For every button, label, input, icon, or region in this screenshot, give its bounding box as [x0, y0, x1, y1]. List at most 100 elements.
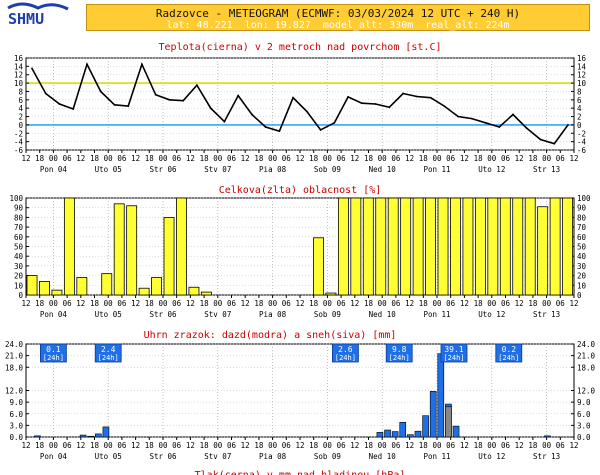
logo-wave-icon	[7, 2, 69, 11]
temperature-title: Teplota(cierna) v 2 metroch nad povrchom…	[159, 42, 442, 53]
cloud-bar	[362, 197, 374, 296]
cloud-hour-label: 00	[268, 299, 278, 308]
cloud-hour-label: 00	[432, 299, 442, 308]
real-altitude: real_alt: 224m	[425, 20, 510, 31]
cloud-hour-label: 12	[76, 299, 85, 308]
rain-bar	[452, 425, 460, 438]
temperature-point	[58, 103, 61, 105]
temperature-point	[292, 96, 295, 99]
temp-hour-label: 00	[378, 154, 388, 163]
cloud-day-label: Pia 08	[259, 310, 287, 319]
temp-y-label-right: -2	[577, 129, 586, 138]
cloud-hour-label: 06	[391, 299, 401, 308]
temp-day-label: Pon 11	[423, 165, 450, 174]
temp-hour-label: 12	[460, 154, 469, 163]
cloud-bar	[200, 291, 212, 296]
precip-y-label-left: 9.0	[9, 398, 23, 407]
cloud-hour-label: 12	[405, 299, 414, 308]
precip-title: Uhrn zrazok: dazd(modra) a sneh(siva) [m…	[144, 330, 397, 341]
cloud-bar	[63, 197, 75, 296]
cloud-hour-label: 12	[131, 299, 140, 308]
cloud-day-label: Uto 05	[95, 310, 122, 319]
cloud-bar	[138, 287, 150, 296]
cloud-y-label-right: 70	[577, 223, 587, 232]
rain-bar	[414, 430, 422, 438]
rain-bar	[102, 426, 110, 438]
temp-hour-label: 06	[172, 154, 182, 163]
temperature-point	[525, 127, 528, 130]
cloud-hour-label: 12	[515, 299, 524, 308]
cloud-bar	[325, 292, 337, 296]
cloud-bar	[537, 206, 549, 296]
cloud-day-label: Str 06	[149, 310, 177, 319]
temp-hour-label: 12	[241, 154, 250, 163]
cloud-hour-label: 18	[35, 299, 45, 308]
temperature-point	[374, 103, 377, 105]
precip-hour-label: 18	[309, 441, 319, 450]
temperature-point	[498, 126, 501, 128]
precip-y-label-left: 21.0	[5, 352, 24, 361]
cloud-y-label-left: 40	[14, 252, 24, 261]
cloud-hour-label: 12	[569, 299, 578, 308]
cloud-hour-label: 00	[213, 299, 223, 308]
precip-hour-label: 18	[90, 441, 100, 450]
temp-day-label: Pon 04	[40, 165, 68, 174]
cloud-hour-label: 18	[200, 299, 210, 308]
precip-hour-label: 18	[528, 441, 538, 450]
temperature-point	[99, 90, 102, 93]
daily-total-badge	[40, 343, 67, 363]
cloud-bar	[313, 237, 324, 296]
temp-y-label-right: 4	[577, 104, 582, 113]
precip-day-label: Pon 11	[423, 452, 450, 461]
cloud-bar	[126, 205, 138, 296]
cloud-bar	[412, 197, 424, 296]
precip-hour-label: 06	[501, 441, 511, 450]
temp-hour-label: 00	[323, 154, 333, 163]
temp-y-label-left: 16	[14, 54, 24, 63]
cloud-y-label-left: 20	[14, 272, 24, 281]
temperature-point	[457, 115, 459, 118]
temperature-point	[415, 95, 418, 98]
temp-y-label-right: 2	[577, 113, 582, 122]
cloud-hour-label: 12	[241, 299, 250, 308]
cloud-title: Celkova(zlta) oblacnost [%]	[219, 185, 382, 196]
cloud-hour-label: 18	[254, 299, 264, 308]
precip-hour-label: 18	[254, 441, 264, 450]
precip-hour-label: 12	[131, 441, 140, 450]
model-altitude: model_alt: 330m	[322, 20, 414, 31]
temp-hour-label: 18	[419, 154, 429, 163]
cloud-y-label-left: 0	[18, 291, 23, 300]
cloud-day-label: Pon 11	[423, 310, 450, 319]
precip-hour-label: 12	[569, 441, 578, 450]
cloud-y-label-right: 60	[577, 233, 587, 242]
temperature-point	[31, 67, 33, 70]
temp-y-label-right: 8	[577, 87, 582, 96]
cloud-hour-label: 06	[337, 299, 347, 308]
temp-hour-label: 06	[446, 154, 456, 163]
temp-hour-label: 18	[528, 154, 538, 163]
temp-y-label-left: -2	[14, 129, 23, 138]
temp-y-label-left: 4	[18, 104, 23, 113]
cloud-bar	[39, 281, 50, 296]
cloud-y-label-right: 30	[577, 262, 587, 271]
cloud-hour-label: 06	[282, 299, 292, 308]
cloud-hour-label: 00	[323, 299, 333, 308]
precip-hour-label: 18	[145, 441, 155, 450]
cloud-hour-label: 00	[104, 299, 114, 308]
precip-hour-label: 00	[378, 441, 388, 450]
rain-bar	[34, 435, 41, 438]
precip-hour-label: 00	[323, 441, 333, 450]
temp-y-label-left: 8	[18, 87, 23, 96]
cloud-hour-label: 00	[542, 299, 552, 308]
temperature-point	[278, 130, 281, 133]
temp-y-label-left: 14	[14, 62, 24, 71]
temp-hour-label: 12	[21, 154, 30, 163]
temperature-point	[319, 129, 322, 131]
temperature-point	[264, 126, 267, 128]
temp-hour-label: 06	[282, 154, 292, 163]
rain-bar	[422, 415, 429, 438]
cloud-y-label-left: 80	[14, 213, 24, 222]
cloud-bar	[76, 277, 88, 296]
temperature-point	[470, 117, 473, 120]
temp-y-label-left: -6	[14, 146, 24, 155]
